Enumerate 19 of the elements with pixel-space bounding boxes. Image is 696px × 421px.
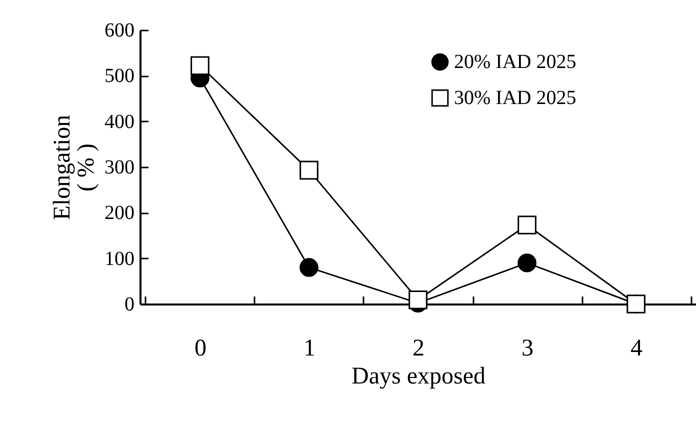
x-tick-label: 4: [630, 336, 643, 362]
x-tick-label: 1: [303, 336, 316, 362]
x-tick-label: 2: [412, 336, 424, 362]
y-tick-label: 300: [104, 156, 134, 178]
legend-label: 20% IAD 2025: [454, 51, 576, 73]
x-axis-title: Days exposed: [352, 364, 486, 390]
y-tick-label: 400: [104, 110, 134, 133]
x-tick-label: 0: [194, 336, 206, 362]
point: [518, 254, 536, 272]
point: [300, 258, 318, 277]
y-tick-label: 500: [104, 65, 134, 88]
y-tick-label: 100: [104, 248, 134, 270]
y-tick-label: 600: [104, 20, 134, 42]
point: [408, 290, 428, 310]
legend-label: 30% IAD 2025: [454, 87, 576, 109]
y-tick-label: 0: [124, 294, 134, 316]
x-tick-label: 3: [522, 336, 534, 362]
y-axis-title: Elongation ( % ): [50, 114, 100, 220]
y-tick-label: 200: [104, 202, 134, 224]
